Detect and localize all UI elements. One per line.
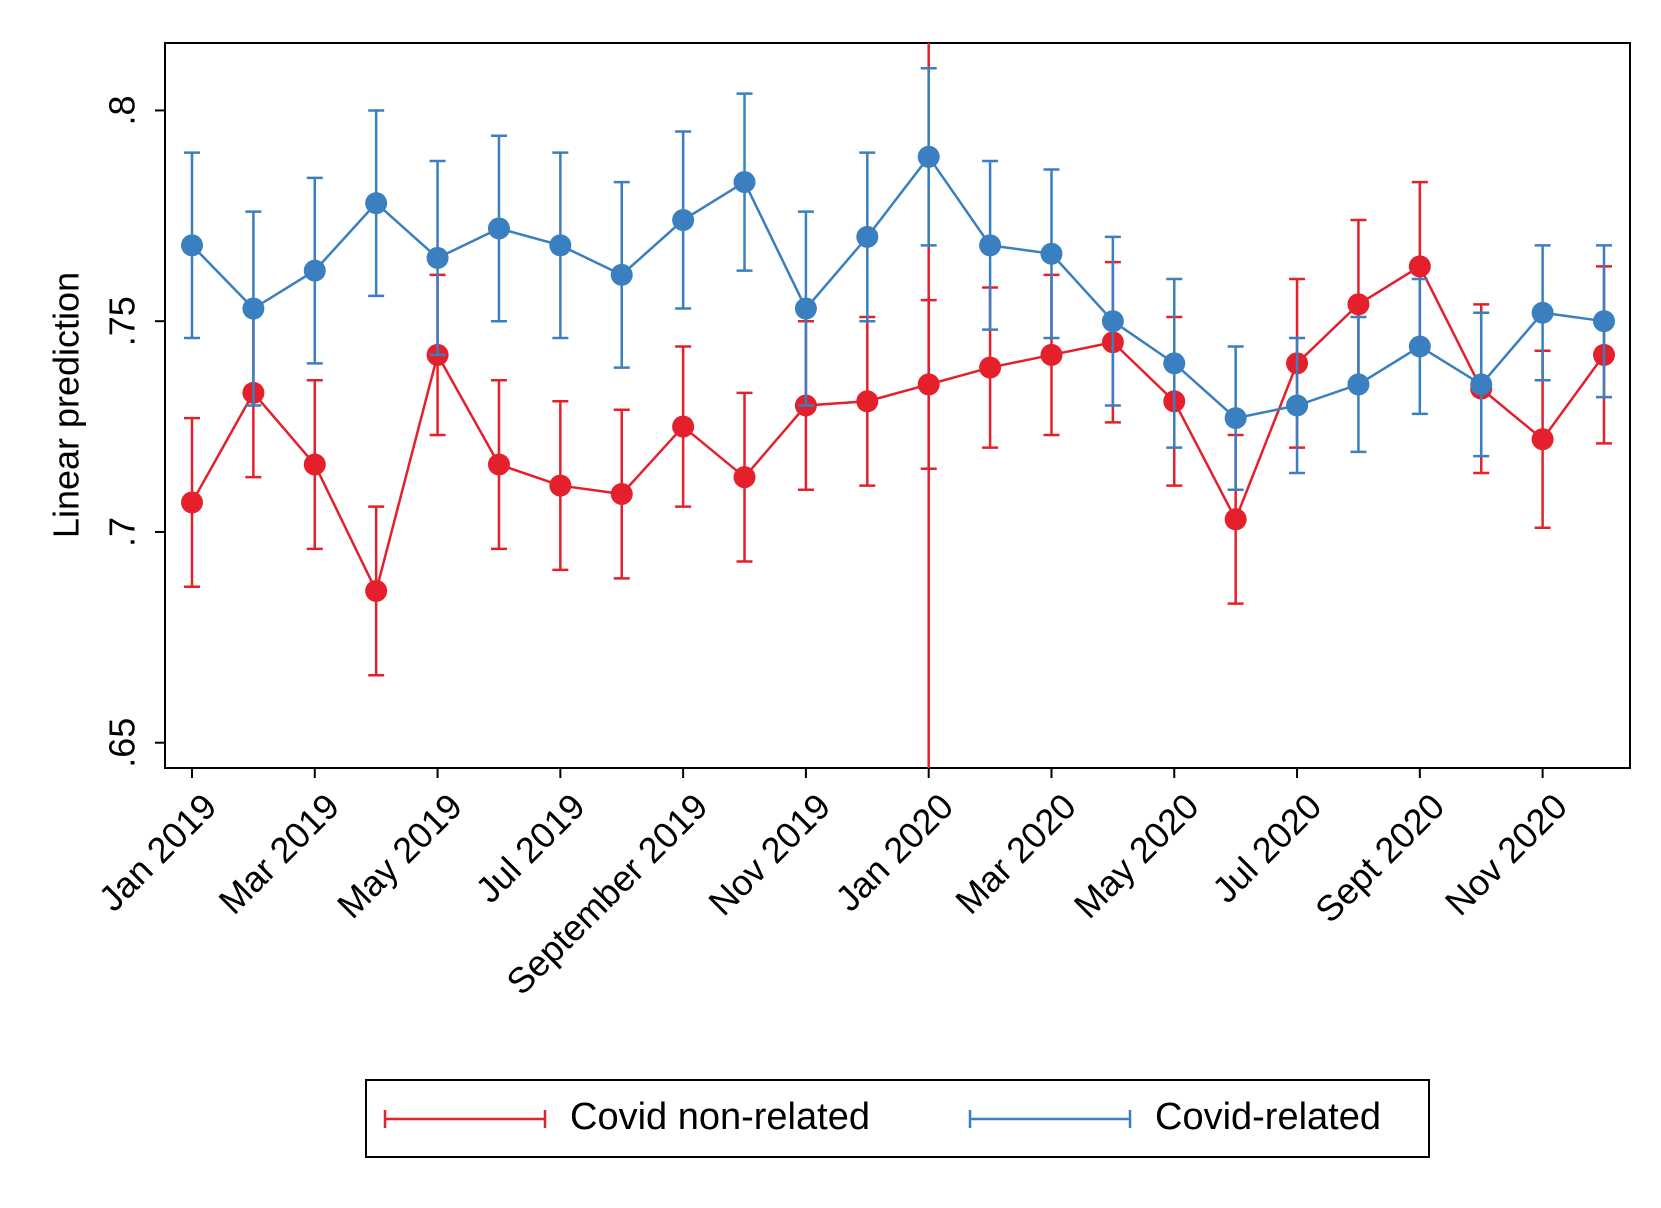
point	[733, 171, 756, 194]
point	[1593, 310, 1615, 333]
point	[733, 466, 756, 489]
point	[242, 297, 265, 320]
point	[1408, 255, 1431, 278]
y-tick-label: .65	[102, 718, 143, 768]
point	[1470, 373, 1493, 396]
point	[1347, 373, 1370, 396]
y-tick-label: .7	[102, 517, 143, 547]
point	[549, 474, 572, 497]
point	[1163, 352, 1186, 375]
y-axis-label: Linear prediction	[46, 272, 87, 538]
point	[1408, 335, 1431, 358]
plot-frame	[164, 42, 1631, 769]
series-line	[191, 154, 1605, 420]
point	[487, 217, 510, 240]
point	[979, 356, 1002, 379]
y-tick-label: .75	[102, 296, 143, 346]
x-tick-label: May 2019	[329, 785, 470, 926]
x-tick-label: Mar 2019	[211, 785, 348, 922]
x-tick-label: Jan 2020	[827, 785, 961, 919]
legend-box	[365, 1079, 1430, 1158]
y-tick-label: .8	[102, 95, 143, 125]
x-tick-label: Jan 2019	[91, 785, 225, 919]
point	[1531, 301, 1554, 324]
point	[1224, 508, 1247, 531]
point	[917, 145, 940, 168]
point	[1531, 428, 1554, 451]
point	[426, 246, 449, 269]
series-line	[190, 264, 1606, 595]
point	[1040, 242, 1063, 265]
legend-label: Covid-related	[1155, 1096, 1381, 1138]
point	[181, 491, 203, 514]
point	[487, 453, 510, 476]
point	[365, 579, 388, 602]
point	[549, 234, 572, 257]
x-tick-label: Nov 2019	[700, 785, 838, 923]
point	[672, 415, 695, 438]
point	[856, 390, 879, 413]
point	[1286, 394, 1309, 417]
point	[672, 209, 695, 232]
point	[365, 192, 388, 215]
point	[1101, 310, 1124, 333]
x-tick-label: Jul 2020	[1204, 785, 1329, 910]
point	[794, 297, 817, 320]
point	[303, 453, 326, 476]
x-tick-label: Nov 2020	[1437, 785, 1575, 923]
point	[1347, 293, 1370, 316]
x-tick-label: Jul 2019	[467, 785, 592, 910]
point	[856, 225, 879, 248]
point	[917, 373, 940, 396]
x-tick-label: Mar 2020	[947, 785, 1084, 922]
point	[1224, 407, 1247, 430]
legend-label: Covid non-related	[570, 1096, 870, 1138]
point	[979, 234, 1002, 257]
x-tick-label: Sept 2020	[1307, 785, 1452, 930]
legend-symbol	[383, 1110, 547, 1128]
point	[610, 263, 633, 286]
x-tick-label: May 2020	[1066, 785, 1207, 926]
point	[181, 234, 203, 257]
point	[1040, 343, 1063, 366]
point	[610, 483, 633, 506]
point	[303, 259, 326, 282]
legend-symbol	[968, 1110, 1132, 1128]
